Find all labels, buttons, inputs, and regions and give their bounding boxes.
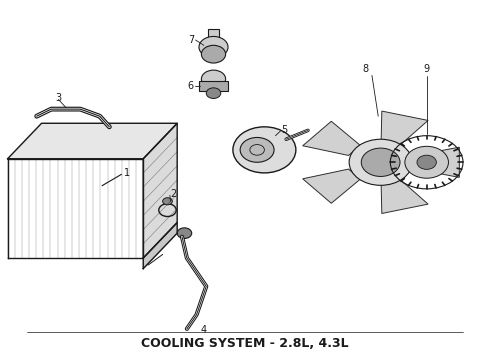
Text: 4: 4 [201, 325, 207, 335]
Circle shape [405, 146, 448, 178]
Polygon shape [8, 123, 177, 159]
Circle shape [201, 70, 225, 88]
Polygon shape [143, 222, 177, 269]
Polygon shape [303, 169, 360, 203]
Circle shape [177, 228, 192, 238]
Text: 9: 9 [423, 64, 430, 74]
Polygon shape [381, 111, 428, 145]
Text: 8: 8 [362, 64, 368, 74]
Text: 3: 3 [55, 94, 62, 103]
Polygon shape [381, 180, 428, 213]
Text: 2: 2 [170, 189, 176, 199]
Circle shape [233, 127, 296, 173]
Polygon shape [413, 147, 459, 177]
Text: 5: 5 [281, 125, 288, 135]
Circle shape [349, 139, 412, 185]
Circle shape [206, 88, 221, 99]
Bar [208, 30, 220, 40]
Text: 6: 6 [187, 81, 193, 91]
Text: 1: 1 [124, 168, 130, 178]
Circle shape [201, 45, 225, 63]
Text: COOLING SYSTEM - 2.8L, 4.3L: COOLING SYSTEM - 2.8L, 4.3L [141, 337, 349, 350]
Polygon shape [303, 121, 360, 156]
Polygon shape [143, 123, 177, 258]
Circle shape [361, 148, 400, 176]
Bar [199, 81, 228, 91]
Circle shape [163, 198, 172, 205]
Circle shape [240, 138, 274, 162]
Circle shape [199, 36, 228, 58]
Circle shape [417, 155, 437, 169]
Text: 7: 7 [188, 35, 194, 45]
